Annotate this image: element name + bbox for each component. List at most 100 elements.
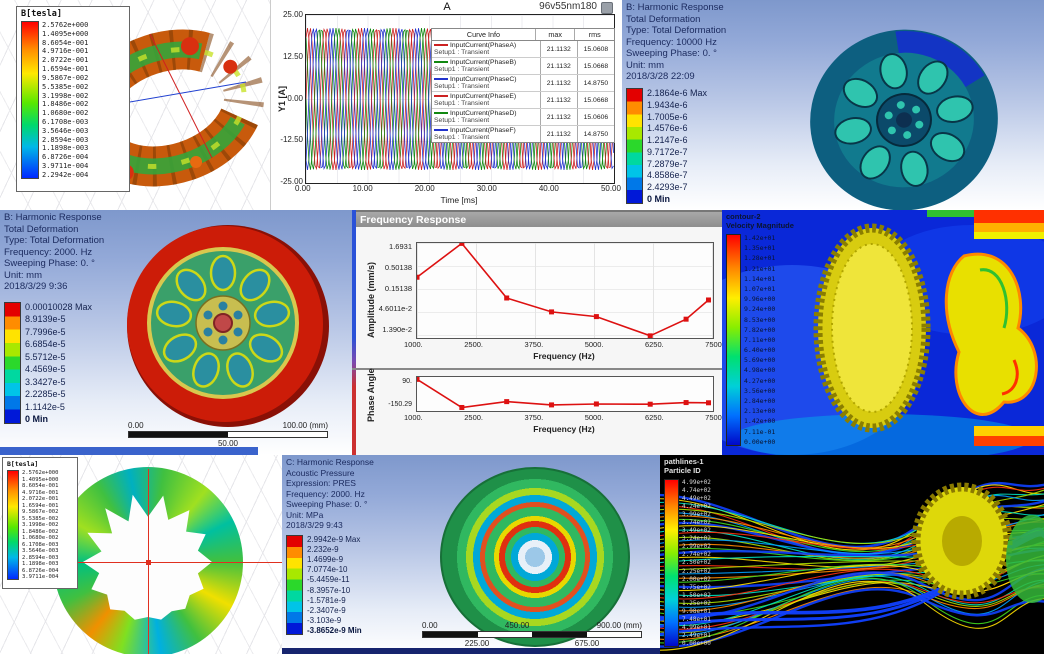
legend-value: 6.8726e-004 [22, 567, 59, 574]
curve-rms: 15.0668 [583, 96, 609, 104]
x-tick: 3750. [524, 340, 544, 349]
y-tick: 1.390e-2 [382, 325, 412, 334]
legend-value: -3.103e-9 [307, 615, 342, 625]
b-field-legend: B[tesla] 2.5762e+000 1.4095e+000 8.6054e-0… [16, 6, 130, 192]
panel-harmonic-2000hz-viewport[interactable]: B: Harmonic Response Total Deformation Typ… [0, 210, 352, 455]
legend-title-line1: pathlines-1 [664, 457, 704, 466]
ruler-max: 100.00 (mm) [282, 421, 328, 430]
amplitude-curve [414, 240, 712, 339]
legend-value: 4.98e+00 [744, 366, 776, 375]
curve-max: 21.1132 [541, 58, 578, 74]
legend-value: 7.48e+01 [682, 615, 711, 623]
y-tick: 25.00 [282, 10, 303, 19]
legend-value: 1.1898e-003 [42, 144, 89, 153]
x-tick: 6250. [644, 413, 664, 422]
info-line: Expression: PRES [286, 478, 356, 488]
curve-max: 21.1132 [541, 41, 578, 57]
legend-value: 2.0722e-001 [42, 56, 89, 65]
info-line: Frequency: 2000. Hz [4, 246, 93, 258]
legend-value: 1.8486e-002 [22, 528, 59, 535]
panel-maxwell-coil-viewport[interactable]: B[tesla] 2.5762e+000 1.4095e+000 8.6054e-0… [0, 0, 270, 210]
legend-value: 1.4699e-9 [307, 555, 344, 565]
legend-value: 1.75e+02 [682, 583, 711, 591]
legend-value: 1.9434e-6 [647, 99, 688, 110]
x-tick: 2500. [464, 340, 484, 349]
ruler-max: 900.00 (mm) [596, 621, 642, 630]
col-max: max [536, 29, 576, 40]
window-edge-bar [282, 648, 660, 654]
ruler-min: 0.00 [422, 621, 438, 630]
legend-value: 3.56e+00 [744, 386, 776, 395]
y-tick: 0.00 [287, 93, 303, 103]
legend-value: 1.4095e+000 [22, 476, 59, 483]
panel-acoustic-pressure-viewport[interactable]: C: Harmonic Response Acoustic Pressure Exp… [282, 455, 660, 654]
legend-value: 6.1708e-003 [22, 541, 59, 548]
info-line: Unit: mm [626, 59, 664, 71]
x-tick: 10.00 [352, 184, 373, 193]
amplitude-tick-labels: 1.6931 0.50138 0.15138 4.6011e-2 1.390e-2 [374, 242, 412, 334]
window-seam [352, 210, 356, 455]
legend-value: 6.6854e-5 [25, 339, 66, 350]
legend-value: 7.11e-01 [744, 427, 776, 436]
panel-harmonic-10000hz-viewport[interactable]: B: Harmonic Response Total Deformation Typ… [622, 0, 1044, 210]
legend-value: 0 Min [25, 413, 49, 424]
phase-tick-labels: 90. -150.29 [380, 378, 412, 408]
y-tick: 12.50 [282, 51, 303, 61]
phase-plot-area[interactable] [414, 376, 714, 412]
y-tick: 4.6011e-2 [378, 304, 412, 314]
result-info: B: Harmonic Response Total Deformation Typ… [626, 2, 726, 83]
legend-value: 2.50e+02 [682, 559, 711, 567]
result-info: C: Harmonic Response Acoustic Pressure Exp… [286, 457, 374, 531]
curve-row: InputCurrent(PhaseC) Setup1 : Transient … [432, 75, 614, 92]
panel-current-chart: A 96v55nm180 Y1 [A] 25.00 12.50 0.00 -12.50… [270, 0, 623, 210]
streamlines-render [660, 481, 1044, 651]
legend-value: 7.82e+00 [744, 325, 776, 334]
legend-value: 2.4293e-7 [647, 182, 688, 193]
panel-stator-field-viewport[interactable]: B[tesla] 2.5762e+000 1.4095e+000 8.6054e-0… [0, 455, 282, 654]
amplitude-plot-area[interactable] [414, 240, 714, 339]
panel-pathlines-viewport[interactable]: pathlines-1 Particle ID 4.99e+02 4.74e+02… [660, 455, 1044, 654]
curve-name: InputCurrent(PhaseF) [450, 127, 516, 134]
curve-name: InputCurrent(PhaseB) [450, 59, 517, 66]
legend-value: 1.2147e-6 [647, 135, 688, 146]
legend-value: 0.00010028 Max [25, 302, 93, 312]
phase-curve [414, 376, 712, 410]
curve-swatch [434, 112, 448, 115]
info-line: B: Harmonic Response [626, 2, 724, 13]
info-line: 2018/3/28 22:09 [626, 71, 695, 82]
info-line: Frequency: 2000. Hz [286, 488, 365, 499]
x-tick: 2500. [464, 413, 484, 422]
amplitude-x-label: Frequency (Hz) [533, 351, 595, 361]
chart-title: A [443, 1, 451, 13]
origin-marker [146, 560, 151, 565]
ruler-mid: 50.00 [217, 439, 239, 448]
plot-divider [352, 368, 722, 370]
curve-setup: Setup1 : Transient [434, 134, 490, 141]
curve-info-table: Curve Info max rms InputCurrent(PhaseA) … [431, 28, 615, 143]
y-tick: 90. [402, 378, 412, 385]
legend-value: 3.1998e-002 [42, 91, 89, 100]
legend-value: 2.2285e-5 [25, 389, 66, 400]
legend-value: 3.49e+02 [682, 527, 711, 535]
wheel-3d-render [810, 29, 998, 210]
legend-value: 9.7172e-7 [647, 146, 688, 157]
legend-value: 0.00e+00 [744, 437, 776, 446]
legend-title-line2: Velocity Magnitude [726, 221, 794, 230]
legend-value: 2.232e-9 [307, 545, 339, 555]
legend-value: 1.28e+01 [744, 254, 776, 263]
legend-value: 2.2942e-004 [42, 170, 89, 179]
legend-value: 2.74e+02 [682, 551, 711, 559]
legend-value: 4.8586e-7 [647, 170, 688, 181]
legend-value: 4.27e+00 [744, 376, 776, 385]
legend-value: 9.98e+01 [682, 607, 711, 615]
legend-value: 7.11e+00 [744, 335, 776, 344]
frequency-response-titlebar[interactable]: Frequency Response [352, 210, 722, 227]
particle-id-legend: 4.99e+02 4.74e+02 4.49e+02 4.24e+02 3.99e+02… [664, 479, 711, 647]
y-tick: -150.29 [388, 401, 412, 408]
panel-cfd-contour-viewport[interactable]: contour-2 Velocity Magnitude 1.42e+01 1.3… [722, 210, 1044, 455]
ruler-q1: 225.00 [464, 639, 490, 648]
x-tick: 50.00 [600, 184, 621, 193]
legend-value: 1.21e+01 [744, 264, 776, 273]
ruler-mid: 450.00 [504, 621, 530, 630]
legend-value: 1.4095e+000 [42, 29, 89, 38]
